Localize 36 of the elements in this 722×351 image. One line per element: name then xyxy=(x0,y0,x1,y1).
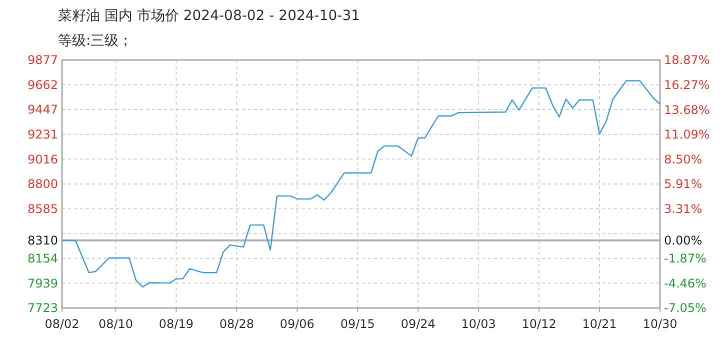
y-tick-label: 7939 xyxy=(27,276,58,290)
x-tick-label: 08/19 xyxy=(158,317,194,331)
x-tick-label: 08/28 xyxy=(219,317,254,331)
y-tick-label: 9877 xyxy=(27,53,58,68)
y-tick-label: 7723 xyxy=(27,301,58,316)
x-tick-label: 08/10 xyxy=(98,317,134,331)
x-tick-label: 10/21 xyxy=(582,317,617,331)
y-tick-label: 8310 xyxy=(27,234,58,248)
y-tick-label: 9447 xyxy=(27,102,58,117)
x-tick-label: 10/12 xyxy=(522,317,556,331)
chart-title: 菜籽油 国内 市场价 2024-08-02 - 2024-10-31 xyxy=(58,8,360,24)
line-series xyxy=(61,80,661,288)
y-tick-label: 9662 xyxy=(27,78,58,92)
y2-tick-label: -4.46% xyxy=(664,276,706,290)
y2-tick-label: -7.05% xyxy=(664,301,706,316)
y2-tick-label: -1.87% xyxy=(664,252,706,266)
y2-tick-label: 3.31% xyxy=(664,202,702,216)
x-tick-label: 08/02 xyxy=(44,317,80,331)
y-tick-label: 8800 xyxy=(27,177,58,192)
y2-tick-label: 11.09% xyxy=(664,128,710,142)
x-tick-label: 10/03 xyxy=(461,317,496,331)
y-tick-label: 9231 xyxy=(27,128,58,142)
x-tick-label: 09/24 xyxy=(400,317,436,331)
y2-tick-label: 16.27% xyxy=(664,78,710,92)
y2-tick-label: 18.87% xyxy=(664,53,710,68)
y2-tick-label: 8.50% xyxy=(664,152,702,166)
y2-tick-label: 13.68% xyxy=(664,102,710,117)
chart-subtitle: 等级:三级； xyxy=(58,33,133,49)
y2-tick-label: 5.91% xyxy=(664,177,702,192)
y-tick-label: 8585 xyxy=(27,202,58,216)
x-tick-label: 09/06 xyxy=(280,317,314,331)
y-tick-label: 8154 xyxy=(27,252,58,266)
x-tick-label: 09/15 xyxy=(340,317,375,331)
x-tick-label: 10/30 xyxy=(642,317,678,331)
y2-tick-label: 0.00% xyxy=(664,234,702,248)
y-tick-label: 9016 xyxy=(27,152,58,166)
